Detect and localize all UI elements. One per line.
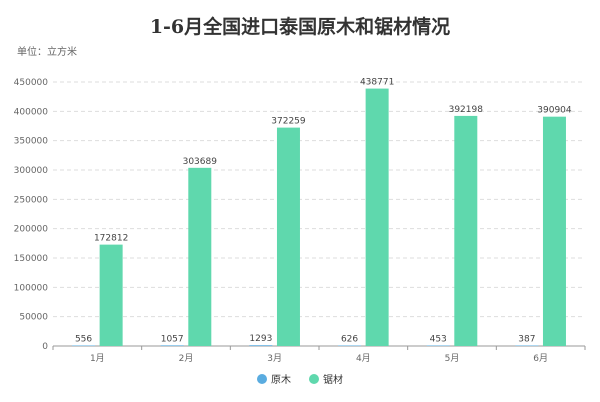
legend-label-series-2: 锯材 <box>323 375 343 386</box>
bar-series-1 <box>515 345 539 346</box>
bar-series-1 <box>426 345 450 346</box>
data-label: 1057 <box>161 334 184 344</box>
bar-series-2 <box>454 115 478 346</box>
x-tick-label: 4月 <box>356 353 371 364</box>
y-tick-label: 150000 <box>14 254 49 264</box>
bar-series-2 <box>276 127 300 346</box>
data-label: 626 <box>341 335 358 345</box>
bar-series-1 <box>160 345 184 346</box>
y-tick-label: 0 <box>42 342 48 352</box>
data-label: 390904 <box>537 106 572 116</box>
y-tick-label: 200000 <box>14 225 49 235</box>
data-label: 392198 <box>449 105 484 115</box>
bar-series-1 <box>338 345 362 346</box>
legend-label-series-1: 原木 <box>271 375 291 386</box>
x-tick-label: 5月 <box>445 353 460 364</box>
legend-swatch-series-1 <box>257 373 267 384</box>
y-tick-label: 350000 <box>14 137 49 147</box>
chart-title: 1-6月全国进口泰国原木和锯材情况 <box>149 16 451 38</box>
y-tick-label: 300000 <box>14 166 49 176</box>
unit-label: 单位：立方米 <box>17 47 77 58</box>
x-tick-label: 6月 <box>533 353 548 364</box>
x-tick-label: 3月 <box>267 353 282 364</box>
y-tick-label: 100000 <box>14 283 49 293</box>
y-tick-label: 450000 <box>14 78 49 88</box>
data-label: 303689 <box>183 157 218 167</box>
data-label: 556 <box>75 335 92 345</box>
data-label: 387 <box>518 335 535 345</box>
x-tick-label: 2月 <box>179 353 194 364</box>
data-label: 438771 <box>360 78 394 88</box>
y-tick-label: 250000 <box>14 195 49 205</box>
legend-item-series-2[interactable]: 锯材 <box>309 371 343 386</box>
legend: 原木 锯材 <box>0 371 600 386</box>
data-label: 1293 <box>249 334 272 344</box>
bar-series-1 <box>72 345 96 346</box>
data-label: 372259 <box>271 117 306 127</box>
data-label: 172812 <box>94 234 128 244</box>
y-tick-label: 400000 <box>14 107 49 117</box>
legend-swatch-series-2 <box>309 373 319 384</box>
bar-series-2 <box>99 244 123 346</box>
legend-item-series-1[interactable]: 原木 <box>257 371 291 386</box>
bar-series-2 <box>365 88 389 346</box>
bar-series-1 <box>249 345 273 346</box>
data-label: 453 <box>430 335 447 345</box>
x-tick-label: 1月 <box>90 353 105 364</box>
y-tick-label: 50000 <box>19 313 48 323</box>
bar-series-2 <box>542 116 566 347</box>
bar-series-2 <box>188 167 212 346</box>
